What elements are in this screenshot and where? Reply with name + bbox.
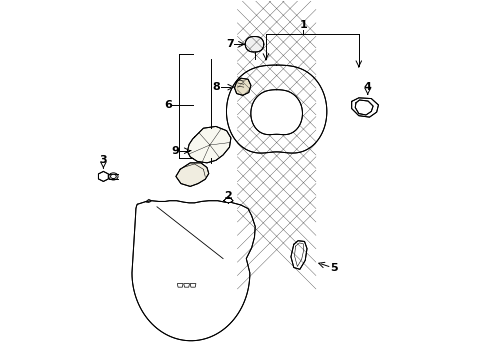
Polygon shape xyxy=(177,284,183,287)
Text: 8: 8 xyxy=(212,82,219,92)
Polygon shape xyxy=(190,284,196,287)
Text: 6: 6 xyxy=(163,100,171,110)
Text: 7: 7 xyxy=(226,39,234,49)
Ellipse shape xyxy=(108,173,118,180)
Polygon shape xyxy=(132,201,255,341)
Polygon shape xyxy=(98,171,108,181)
Polygon shape xyxy=(290,241,306,269)
Polygon shape xyxy=(176,163,208,186)
Polygon shape xyxy=(183,284,189,287)
Text: 2: 2 xyxy=(224,191,232,201)
Polygon shape xyxy=(351,98,378,117)
Polygon shape xyxy=(224,197,233,203)
Text: 1: 1 xyxy=(299,19,306,30)
Polygon shape xyxy=(226,65,326,153)
Polygon shape xyxy=(354,100,372,115)
Polygon shape xyxy=(234,78,250,95)
Ellipse shape xyxy=(110,174,116,179)
Text: 5: 5 xyxy=(329,262,337,273)
Text: 4: 4 xyxy=(363,82,371,92)
Polygon shape xyxy=(244,36,263,52)
Text: 3: 3 xyxy=(100,156,107,165)
Polygon shape xyxy=(250,90,302,135)
Polygon shape xyxy=(187,126,230,163)
Text: 9: 9 xyxy=(170,147,179,157)
